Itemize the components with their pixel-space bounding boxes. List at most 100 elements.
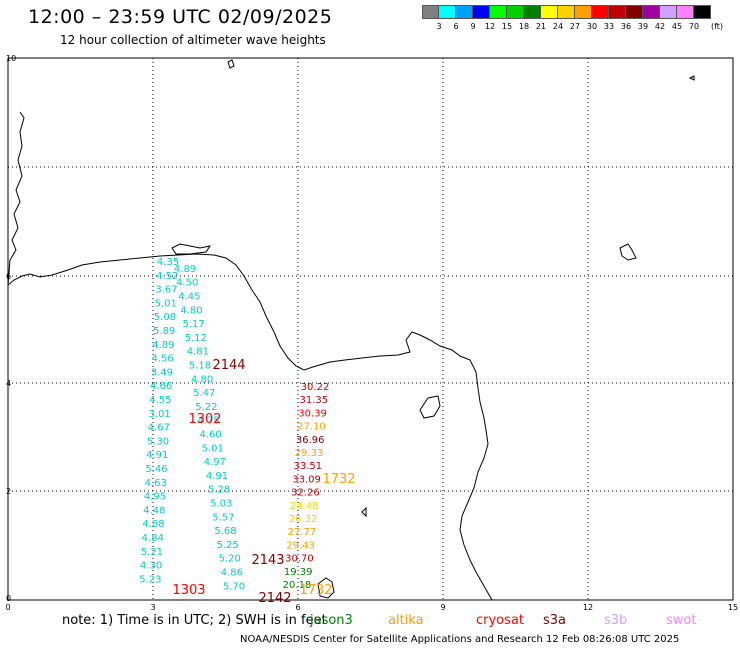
credit-line: NOAA/NESDIS Center for Satellite Applica… <box>240 634 680 645</box>
swh-value: 3.01 <box>148 409 170 420</box>
swh-value: 3.49 <box>151 367 173 378</box>
swh-value: 5.57 <box>212 512 234 523</box>
pass-id-label: 1302 <box>188 412 221 427</box>
swh-value: 5.01 <box>155 298 177 309</box>
pass-id-label: 1303 <box>172 583 205 598</box>
swh-value: 5.28 <box>208 485 230 496</box>
swh-value: 5.12 <box>185 333 207 344</box>
pass-id-label: 2143 <box>251 553 284 568</box>
legend-label: 42 <box>654 22 666 31</box>
legend-swatch <box>626 5 643 19</box>
legend-swatch <box>422 5 439 19</box>
legend-label: 45 <box>671 22 683 31</box>
swh-value: 4.48 <box>143 505 165 516</box>
legend-swatch <box>609 5 626 19</box>
swh-value: 5.17 <box>182 319 204 330</box>
footer-note: note: 1) Time is in UTC; 2) SWH is in fe… <box>62 613 327 628</box>
legend-label: 3 <box>436 22 442 31</box>
swh-value: 4.88 <box>142 519 164 530</box>
swh-value: 33.51 <box>293 461 322 472</box>
swh-value: 4.45 <box>178 292 200 303</box>
swh-value: 29.33 <box>295 448 324 459</box>
swh-value: 4.75 <box>197 416 219 427</box>
swh-value: 4.30 <box>140 561 162 572</box>
swh-value: 5.30 <box>147 436 169 447</box>
swh-value: 4.67 <box>148 423 170 434</box>
swh-value: 26.32 <box>289 514 318 525</box>
swh-value: 4.35 <box>157 257 179 268</box>
legend-swatch <box>558 5 575 19</box>
swh-value: 30.22 <box>301 382 330 393</box>
swh-value: 19.39 <box>284 567 313 578</box>
color-legend <box>422 5 711 19</box>
swh-value: 4.50 <box>176 278 198 289</box>
swh-value: 5.01 <box>202 443 224 454</box>
legend-swatch <box>507 5 524 19</box>
swh-value: 5.20 <box>219 554 241 565</box>
swh-value: 4.89 <box>174 264 196 275</box>
swh-value: 20.18 <box>283 580 312 591</box>
swh-value: 4.80 <box>191 374 213 385</box>
satellite-jason3: jason3 <box>310 613 353 628</box>
swh-value: 4.95 <box>144 492 166 503</box>
legend-swatch <box>490 5 507 19</box>
swh-value: 4.80 <box>180 305 202 316</box>
swh-value: 32.26 <box>291 488 320 499</box>
coastline <box>7 59 695 601</box>
map-subtitle: 12 hour collection of altimeter wave hei… <box>60 33 326 47</box>
satellite-s3b: s3b <box>604 613 628 628</box>
legend-swatch <box>439 5 456 19</box>
legend-swatch <box>541 5 558 19</box>
legend-label: 15 <box>501 22 513 31</box>
swh-value: 5.21 <box>141 547 163 558</box>
map-frame <box>7 57 734 601</box>
pass-id-label: 1732 <box>299 583 332 598</box>
swh-value: 5.22 <box>195 402 217 413</box>
legend-label: 9 <box>470 22 476 31</box>
legend-label: 33 <box>603 22 615 31</box>
swh-value: 27.77 <box>287 527 316 538</box>
graticule <box>8 58 733 600</box>
y-tick-10: 10 <box>6 54 16 63</box>
swh-value: 27.10 <box>297 422 326 433</box>
satellite-s3a: s3a <box>543 613 567 628</box>
swh-value: 30.39 <box>298 408 327 419</box>
swh-value: 5.08 <box>154 312 176 323</box>
swh-value: 36.96 <box>296 435 325 446</box>
swh-value: 4.91 <box>146 450 168 461</box>
y-tick-2: 2 <box>6 487 11 496</box>
axis-labels: 0 3 6 9 12 15 10 6 4 2 0 <box>5 54 738 612</box>
legend-swatch <box>592 5 609 19</box>
x-tick-9: 9 <box>440 603 445 612</box>
swh-value: 5.70 <box>223 581 245 592</box>
swh-value: 5.18 <box>189 361 211 372</box>
swh-value: 4.55 <box>149 395 171 406</box>
legend-label: 30 <box>586 22 598 31</box>
x-tick-15: 15 <box>728 603 738 612</box>
swh-value: 4.91 <box>206 471 228 482</box>
y-tick-0: 0 <box>6 594 11 603</box>
legend-label: 12 <box>484 22 496 31</box>
pass-id-label: 2142 <box>258 591 291 606</box>
legend-swatch <box>456 5 473 19</box>
satellite-altika: altika <box>388 613 424 628</box>
legend-label: 39 <box>637 22 649 31</box>
legend-swatch <box>660 5 677 19</box>
swh-value: 5.46 <box>145 464 167 475</box>
swh-value: 3.67 <box>155 285 177 296</box>
swh-value: 5.23 <box>139 574 161 585</box>
swh-value: 4.66 <box>150 381 172 392</box>
satellite-cryosat: cryosat <box>476 613 524 628</box>
observation-layer: 4.354.894.524.503.674.455.014.805.085.17… <box>139 257 355 606</box>
swh-value: 5.25 <box>216 540 238 551</box>
x-tick-0: 0 <box>5 603 10 612</box>
legend-label: 36 <box>620 22 632 31</box>
swh-value: 4.63 <box>145 478 167 489</box>
legend-swatch <box>524 5 541 19</box>
pass-id-label: 1732 <box>322 472 355 487</box>
legend-label: 27 <box>569 22 581 31</box>
legend-label: 21 <box>535 22 547 31</box>
map-title: 12:00 – 23:59 UTC 02/09/2025 <box>28 6 333 28</box>
legend-swatch <box>473 5 490 19</box>
